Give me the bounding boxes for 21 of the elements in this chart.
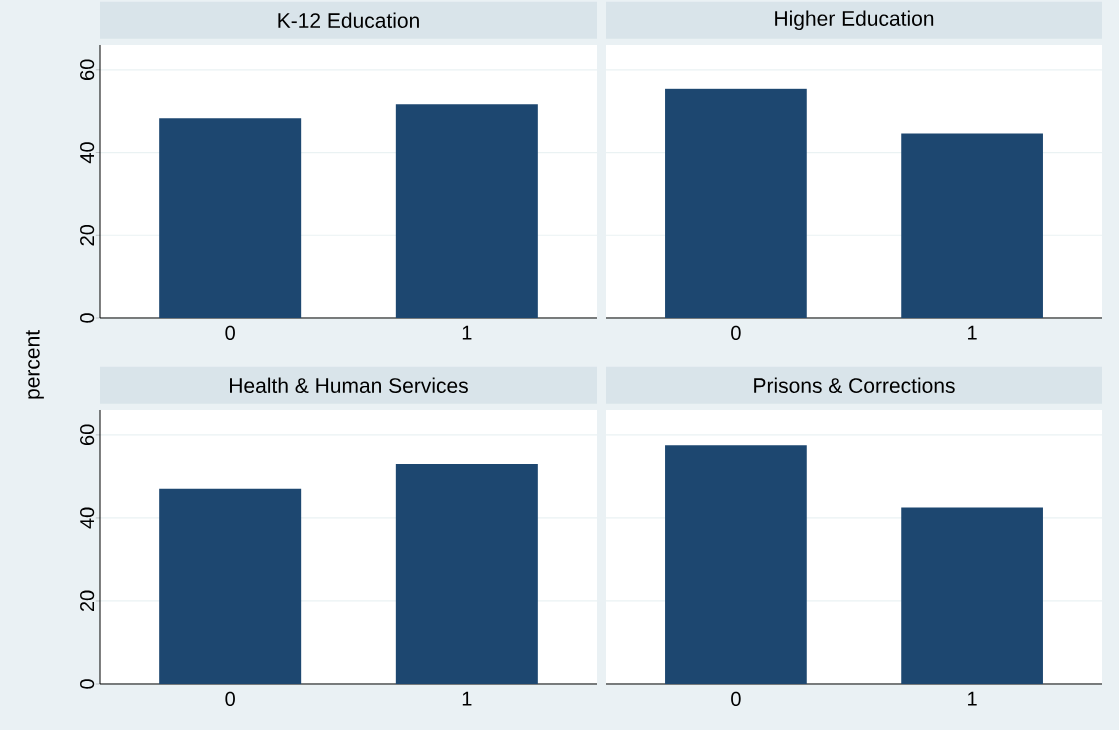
x-tick-label: 1 xyxy=(968,691,977,706)
chart-title: Higher Education xyxy=(775,10,934,31)
x-tick-label: 0 xyxy=(731,325,741,340)
x-tick-label: 1 xyxy=(968,325,977,340)
x-tick-label: 1 xyxy=(462,325,472,340)
y-tick-label: 60 xyxy=(80,59,95,80)
chart-title: Health & Human Services xyxy=(230,377,468,393)
chart-title: K-12 Education xyxy=(278,12,419,28)
x-tick-label: 0 xyxy=(225,691,235,706)
y-tick-label: 40 xyxy=(80,507,95,529)
chart-title: Prisons & Corrections xyxy=(754,377,955,393)
y-tick-label: 60 xyxy=(80,424,95,445)
x-tick-label: 1 xyxy=(462,691,472,706)
y-tick-label: 20 xyxy=(80,590,95,612)
y-tick-label: 0 xyxy=(80,313,95,323)
x-tick-label: 0 xyxy=(225,325,235,340)
y-tick-label: 40 xyxy=(80,142,95,164)
x-tick-label: 0 xyxy=(731,691,741,706)
y-axis-title: percent xyxy=(25,330,44,399)
y-tick-label: 20 xyxy=(80,224,95,246)
y-tick-label: 0 xyxy=(80,679,95,689)
